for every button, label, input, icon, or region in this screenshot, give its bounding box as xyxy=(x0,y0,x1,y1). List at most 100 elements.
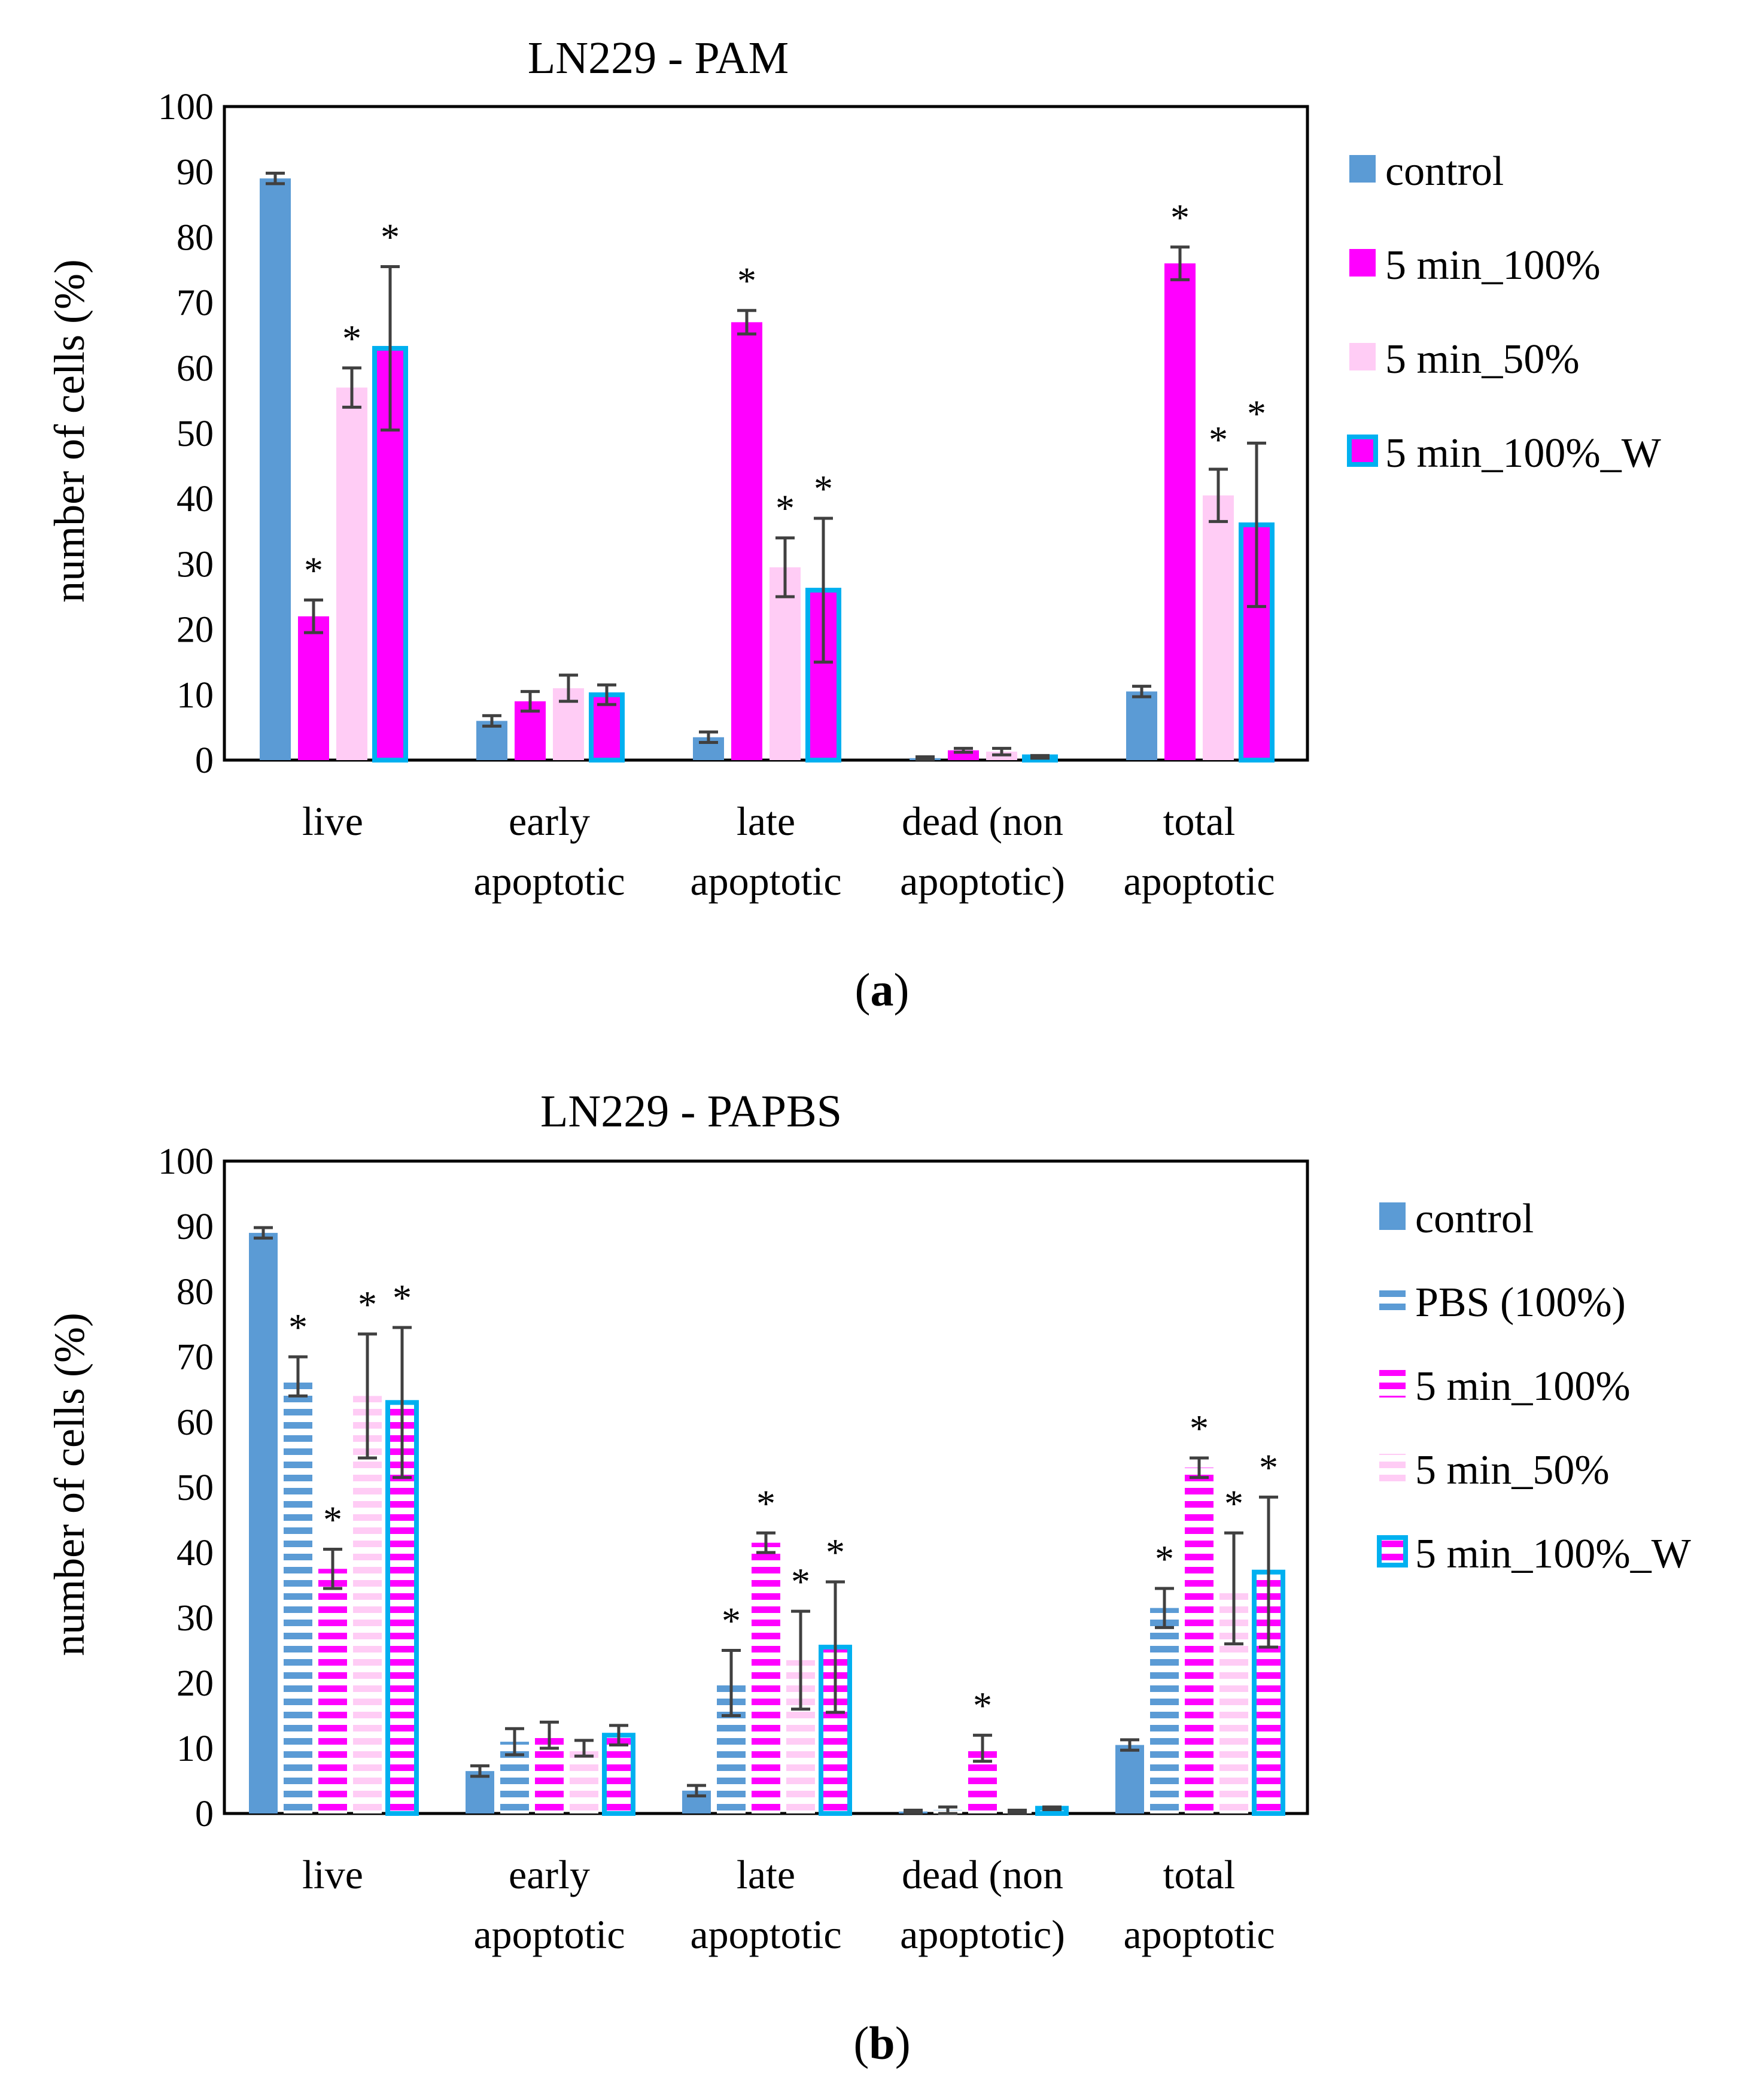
significance-star: * xyxy=(393,1277,412,1319)
y-tick-label: 100 xyxy=(158,1141,214,1182)
significance-star: * xyxy=(1170,196,1190,239)
y-tick-label: 30 xyxy=(177,1598,214,1639)
y-tick-label: 100 xyxy=(158,87,214,127)
bar xyxy=(570,1748,598,1813)
bar xyxy=(260,178,291,760)
plot-area-b: 0 10 20 30 40 50 60 70 80 90 100 * * * * live early apopt… xyxy=(158,1141,1309,1957)
significance-star: * xyxy=(1190,1407,1209,1450)
bar xyxy=(318,1569,347,1813)
y-tick-label: 60 xyxy=(177,348,214,389)
legend-swatch xyxy=(1349,249,1376,277)
chart-title-a: LN229 - PAM xyxy=(528,33,789,83)
legend-swatch xyxy=(1349,343,1376,370)
x-tick-label: apoptotic xyxy=(473,1912,625,1957)
significance-star: * xyxy=(342,317,361,360)
legend-label: control xyxy=(1385,148,1504,195)
x-tick-label: total xyxy=(1163,1852,1236,1897)
legend-swatch xyxy=(1349,155,1376,183)
significance-star: * xyxy=(775,487,795,530)
legend-swatch xyxy=(1379,1202,1406,1230)
y-tick-label: 90 xyxy=(177,1207,214,1247)
x-tick-label: dead (non xyxy=(902,798,1063,844)
x-tick-label: late xyxy=(737,1852,795,1897)
significance-star: * xyxy=(358,1283,377,1326)
legend-swatch xyxy=(1347,435,1378,467)
y-tick-label: 40 xyxy=(177,1533,214,1573)
bar xyxy=(602,1733,635,1816)
y-tick-label: 50 xyxy=(177,414,214,454)
y-axis-label-b: number of cells (%) xyxy=(45,1313,93,1656)
bar xyxy=(731,322,762,760)
y-tick-label: 20 xyxy=(177,610,214,651)
caption-a: (a) xyxy=(855,964,910,1016)
legend-label: control xyxy=(1415,1196,1534,1242)
y-tick-label: 60 xyxy=(177,1402,214,1443)
legend-label: 5 min_50% xyxy=(1385,336,1580,382)
caption-b: (b) xyxy=(853,2017,910,2069)
y-tick-label: 10 xyxy=(177,1728,214,1769)
bar xyxy=(752,1542,780,1813)
x-tick-label: apoptotic) xyxy=(900,1912,1065,1957)
significance-star: * xyxy=(1224,1482,1243,1524)
plot-area-a: 0 10 20 30 40 50 60 70 80 90 100 * * * live early apopto… xyxy=(158,87,1309,904)
significance-star: * xyxy=(381,216,400,259)
y-tick-label: 80 xyxy=(177,1272,214,1313)
legend-label: PBS (100%) xyxy=(1415,1280,1626,1326)
chart-panel-a: LN229 - PAM number of cells (%) 0 10 20 30 4… xyxy=(45,33,1661,1016)
y-tick-label: 70 xyxy=(177,283,214,324)
significance-star: * xyxy=(1155,1538,1174,1580)
legend-b: control PBS (100%) 5 min_100% 5 min_50% 5 mi… xyxy=(1377,1196,1691,1577)
legend-swatch xyxy=(1379,1286,1406,1314)
y-tick-label: 90 xyxy=(177,152,214,193)
significance-star: * xyxy=(1209,418,1228,461)
y-tick-label: 0 xyxy=(195,1794,214,1834)
x-tick-label: live xyxy=(302,1852,363,1897)
significance-star: * xyxy=(1259,1446,1278,1488)
significance-star: * xyxy=(756,1482,775,1524)
x-tick-label: total xyxy=(1163,798,1236,844)
bar xyxy=(336,387,367,760)
legend-label: 5 min_50% xyxy=(1415,1447,1610,1493)
chart-title-b: LN229 - PAPBS xyxy=(540,1086,842,1137)
bar xyxy=(1126,691,1157,760)
x-tick-label: apoptotic) xyxy=(900,858,1065,904)
x-tick-label: early xyxy=(509,798,590,844)
bar xyxy=(1115,1745,1144,1813)
x-tick-label: apoptotic xyxy=(690,858,841,904)
legend-label: 5 min_100%_W xyxy=(1415,1531,1691,1577)
x-tick-label: live xyxy=(302,798,363,844)
significance-star: * xyxy=(791,1560,810,1603)
bar xyxy=(353,1396,382,1813)
y-tick-label: 40 xyxy=(177,479,214,520)
bar xyxy=(1164,263,1196,761)
bar xyxy=(1203,495,1234,760)
x-tick-label: late xyxy=(737,798,795,844)
y-tick-label: 50 xyxy=(177,1468,214,1508)
x-tick-label: apoptotic xyxy=(473,858,625,904)
y-tick-label: 30 xyxy=(177,544,214,585)
significance-star: * xyxy=(304,549,323,591)
bar xyxy=(466,1771,494,1813)
chart-panel-b: LN229 - PAPBS number of cells (%) 0 10 20 3… xyxy=(45,1086,1691,2069)
significance-star: * xyxy=(722,1600,741,1642)
y-tick-label: 80 xyxy=(177,217,214,258)
bar xyxy=(284,1376,312,1813)
y-tick-label: 0 xyxy=(195,740,214,781)
legend-label: 5 min_100%_W xyxy=(1385,430,1661,476)
y-tick-label: 70 xyxy=(177,1337,214,1378)
legend-label: 5 min_100% xyxy=(1415,1363,1631,1409)
significance-star: * xyxy=(826,1531,845,1573)
legend-swatch xyxy=(1377,1535,1408,1567)
significance-star: * xyxy=(288,1306,308,1348)
significance-star: * xyxy=(973,1684,992,1727)
bar xyxy=(1150,1608,1179,1813)
significance-star: * xyxy=(1247,392,1266,435)
x-tick-label: apoptotic xyxy=(690,1912,841,1957)
y-tick-label: 10 xyxy=(177,675,214,716)
legend-swatch xyxy=(1379,1370,1406,1398)
x-tick-label: apoptotic xyxy=(1123,1912,1275,1957)
significance-star: * xyxy=(814,467,833,510)
bar xyxy=(1185,1468,1213,1813)
y-tick-label: 20 xyxy=(177,1663,214,1704)
